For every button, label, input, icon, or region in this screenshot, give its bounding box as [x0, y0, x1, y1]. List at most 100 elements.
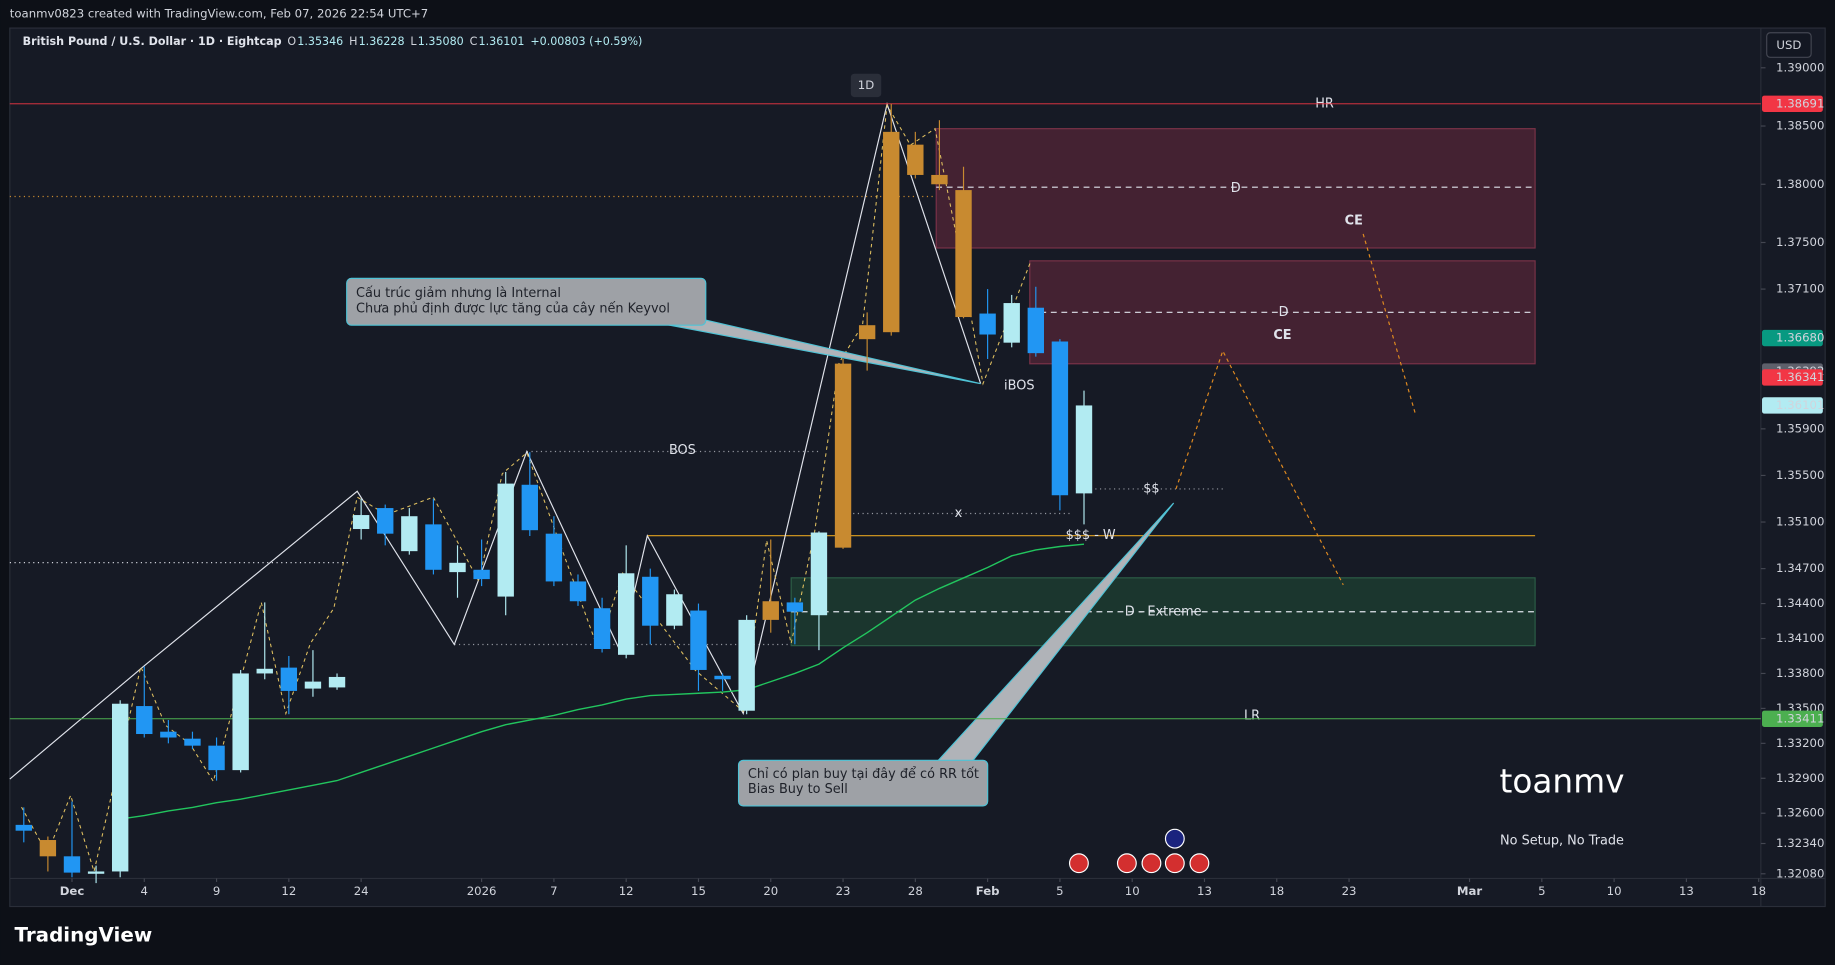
candle-body — [738, 619, 755, 711]
currency[interactable]: USD — [1776, 38, 1801, 52]
price-label: 1.33411 — [1776, 711, 1824, 725]
currency-button[interactable] — [1766, 32, 1812, 58]
y-tick-label: 1.33200 — [1776, 736, 1824, 750]
y-tick-label: 1.35500 — [1776, 468, 1824, 482]
annotation: $$ — [1143, 481, 1159, 496]
candle-body — [714, 675, 731, 680]
candle-body — [569, 581, 587, 602]
candle-body — [834, 363, 852, 548]
candle-body — [184, 738, 201, 746]
price-label: 1.36680 — [1776, 331, 1824, 345]
callout-box — [346, 277, 707, 326]
x-tick-label: 13 — [1197, 884, 1212, 898]
legend-value: 1.36101 — [479, 35, 525, 48]
candle-body — [617, 573, 635, 655]
callout-text: Chưa phủ định được lực tăng của cây nến … — [356, 301, 670, 316]
x-tick-label: 28 — [908, 884, 923, 898]
callout-text: Bias Buy to Sell — [748, 782, 848, 797]
price-label: 1.38691 — [1776, 96, 1824, 110]
candle-body — [111, 703, 129, 872]
x-tick-label: 10 — [1607, 884, 1622, 898]
x-tick-label: 20 — [763, 884, 778, 898]
candle-body — [136, 706, 153, 735]
x-tick-label: 5 — [1538, 884, 1545, 898]
y-tick-label: 1.35900 — [1776, 421, 1824, 435]
candle-body — [160, 731, 177, 738]
candle-body — [256, 668, 273, 674]
legend-change: +0.00803 (+0.59%) — [530, 35, 642, 48]
y-tick-label: 1.38000 — [1776, 177, 1824, 191]
y-tick-label: 1.32080 — [1776, 866, 1824, 880]
x-tick-label: 12 — [281, 884, 296, 898]
annotation: CE — [1273, 328, 1291, 343]
candle-body — [690, 610, 707, 670]
candle-body — [786, 602, 804, 612]
price-label-box — [1762, 710, 1823, 727]
candle-body — [39, 840, 57, 857]
x-tick-label: 18 — [1269, 884, 1284, 898]
candle-body — [232, 673, 249, 771]
candle-body — [955, 190, 972, 318]
annotation: BOS — [669, 443, 696, 458]
candle-body — [280, 667, 298, 691]
logo: TradingView — [14, 923, 152, 946]
annotation: D — [1231, 181, 1241, 196]
candle-body — [1027, 307, 1044, 354]
candle-body — [1075, 405, 1093, 494]
y-tick-label: 1.34100 — [1776, 631, 1824, 645]
interval-badge — [850, 73, 882, 98]
event-icons — [1068, 828, 1210, 874]
legend-value: 1.35346 — [297, 35, 343, 48]
x-tick-label: 9 — [213, 884, 220, 898]
y-tick-label: 1.34400 — [1776, 596, 1824, 610]
candle-body — [666, 594, 683, 626]
x-tick-label: 2026 — [467, 884, 497, 898]
annotation: D - Extreme — [1125, 604, 1202, 619]
candle-body — [545, 533, 563, 582]
x-tick-label: 13 — [1679, 884, 1694, 898]
candle-body — [810, 532, 828, 616]
callout-text: Cấu trúc giảm nhưng là Internal — [356, 286, 561, 301]
candle-body — [642, 576, 659, 626]
symbol: British Pound / U.S. Dollar · 1D · Eight… — [23, 35, 282, 48]
annotation: D — [1279, 305, 1289, 320]
candle-body — [1051, 341, 1069, 496]
x-tick-label: 12 — [619, 884, 634, 898]
x-tick-label: 15 — [691, 884, 706, 898]
candle-body — [304, 681, 322, 689]
legend-value: 1.35080 — [418, 35, 464, 48]
x-tick-label: 24 — [354, 884, 369, 898]
y-tick-label: 1.37500 — [1776, 235, 1824, 249]
y-tick-label: 1.33800 — [1776, 666, 1824, 680]
candle-body — [87, 871, 105, 874]
annotation: $$$ - W — [1066, 528, 1116, 543]
candle-body — [979, 313, 996, 335]
annotation: x — [955, 506, 963, 521]
forecast-path — [1362, 233, 1417, 416]
supply-zone — [935, 128, 1536, 249]
moving-average — [120, 543, 1085, 820]
candle-body — [858, 325, 876, 340]
y-tick-label: 1.32340 — [1776, 836, 1824, 850]
interval-badge-text: 1D — [858, 78, 874, 92]
candle-body — [931, 174, 948, 185]
credit: toanmv0823 created with TradingView.com,… — [10, 7, 428, 21]
candle-body — [449, 562, 466, 573]
candle-body — [377, 508, 394, 534]
candle-body — [208, 745, 225, 771]
price-label: 1.36101 — [1776, 398, 1824, 412]
candle-body — [883, 131, 900, 333]
candle-body — [907, 144, 924, 175]
legend-value: 1.36228 — [359, 35, 405, 48]
candle-body — [328, 676, 346, 688]
y-tick-label: 1.35100 — [1776, 515, 1824, 529]
plot-area: Cấu trúc giảm nhưng là Internal Chưa phủ… — [9, 73, 1761, 884]
candle-body — [497, 483, 514, 597]
candle-body — [593, 608, 611, 649]
candle-body — [401, 516, 418, 552]
x-tick-label: 10 — [1125, 884, 1140, 898]
structure-line — [9, 101, 982, 780]
annotation: LR — [1244, 708, 1260, 723]
y-tick-label: 1.32600 — [1776, 806, 1824, 820]
